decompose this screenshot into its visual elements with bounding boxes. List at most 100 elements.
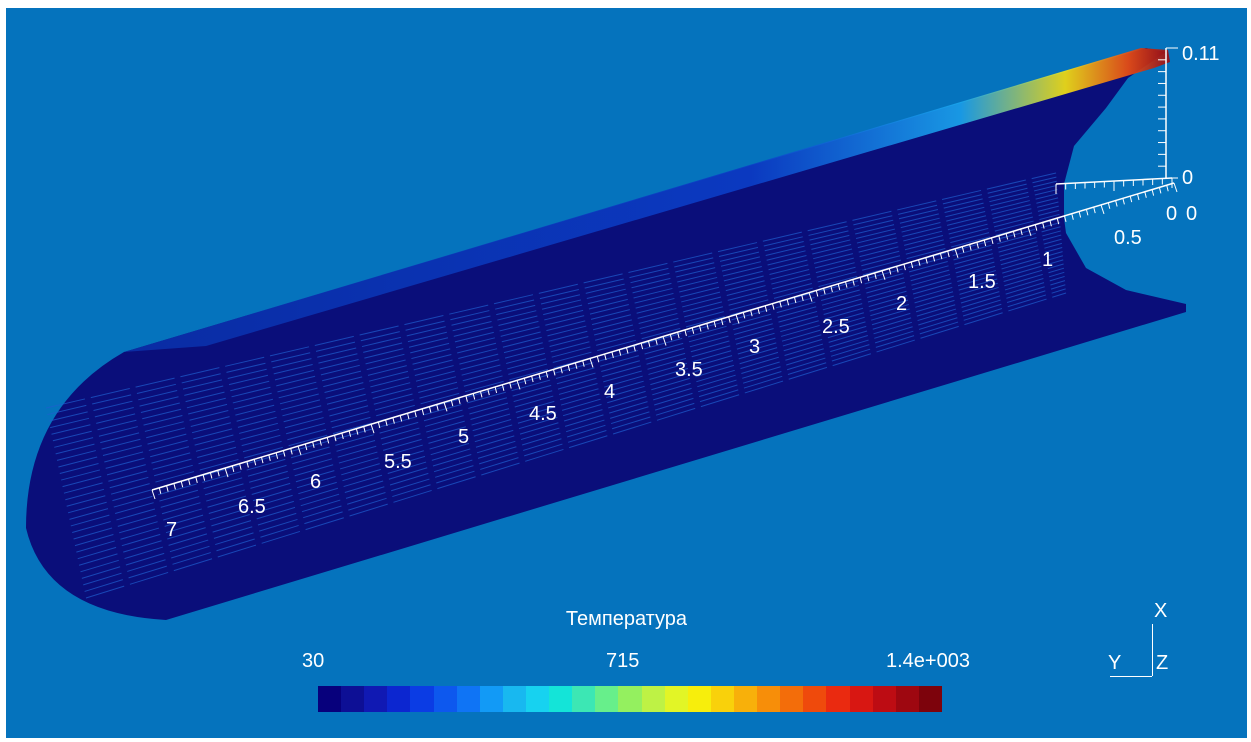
length-axis-tick <box>231 465 235 472</box>
mesh-line <box>51 189 1058 435</box>
length-axis-tick <box>618 349 622 356</box>
hot-streak <box>124 48 1170 352</box>
length-axis-tick <box>188 478 191 486</box>
length-axis-tick <box>523 378 527 385</box>
mesh-line <box>85 292 1067 599</box>
color-swatch <box>710 686 734 712</box>
length-axis-tick <box>947 250 950 258</box>
triad-x-label: X <box>1154 600 1168 622</box>
length-axis-tick <box>407 413 410 420</box>
length-axis-tick <box>202 474 206 481</box>
length-axis-tick <box>998 235 1001 242</box>
length-axis-tick <box>779 301 782 308</box>
length-axis-tick <box>793 296 797 304</box>
length-axis-tick <box>574 362 578 369</box>
length-axis-tick <box>180 481 184 488</box>
length-axis-tick <box>1085 209 1089 216</box>
length-axis-tick <box>531 375 534 383</box>
mesh-line <box>58 209 1060 468</box>
length-axis-tick <box>1129 196 1133 203</box>
color-swatch <box>757 686 781 712</box>
mesh-line <box>83 284 1066 586</box>
length-axis-tick <box>428 406 432 413</box>
length-axis-tick <box>290 448 293 455</box>
axis-label-3: 3 <box>749 336 760 358</box>
triad-y-label: Y <box>1108 652 1122 674</box>
length-axis-tick <box>348 430 352 437</box>
length-axis-tick <box>1144 191 1147 198</box>
length-axis-tick <box>458 397 461 405</box>
legend-title: Температура <box>565 608 688 630</box>
length-axis-tick <box>596 356 600 363</box>
tube-scene[interactable]: 7 6.5 6 5.5 5 4.5 4 3.5 3 2.5 2 1.5 1 0.… <box>6 8 1247 738</box>
length-axis-ticks <box>151 182 1178 500</box>
color-swatch <box>456 686 480 712</box>
length-axis-tick <box>604 353 607 361</box>
length-axis-tick <box>1078 211 1082 218</box>
length-axis-tick <box>465 395 468 402</box>
length-axis-tick <box>480 391 483 398</box>
axis-label-3.5: 3.5 <box>675 359 703 381</box>
color-swatch <box>341 686 365 712</box>
length-axis-tick <box>910 261 914 269</box>
length-axis-tick <box>772 303 775 310</box>
length-axis-tick <box>421 408 425 415</box>
length-axis-tick <box>1049 220 1052 227</box>
length-axis-tick <box>684 329 687 337</box>
length-axis-tick <box>954 248 959 258</box>
length-axis-tick <box>655 338 658 345</box>
axis-label-0: 0 <box>1166 203 1177 225</box>
length-axis-tick <box>319 439 322 446</box>
length-axis-tick <box>261 456 264 464</box>
length-axis-tick <box>1158 187 1162 194</box>
vertical-axis-ticks <box>1158 47 1178 179</box>
length-axis-tick <box>1005 233 1009 240</box>
color-swatch <box>410 686 434 712</box>
color-swatch <box>572 686 596 712</box>
length-axis-tick <box>750 310 753 317</box>
triad-x-axis <box>1152 624 1153 676</box>
length-axis-tick <box>852 279 855 286</box>
length-axis-tick <box>859 277 863 284</box>
axis-label-5: 5 <box>458 426 469 448</box>
axis-label-4.5: 4.5 <box>529 403 557 425</box>
mesh-line <box>73 255 1064 540</box>
length-axis-tick <box>939 253 943 260</box>
length-axis-tick <box>786 299 790 306</box>
color-swatch <box>687 686 711 712</box>
length-axis-tick <box>728 316 731 323</box>
mesh-line <box>65 230 1061 501</box>
length-axis-tick <box>611 351 614 358</box>
length-axis-tick <box>275 452 279 459</box>
length-axis-tick <box>1093 207 1096 214</box>
length-axis-tick <box>436 404 439 411</box>
length-axis-tick <box>1020 228 1023 236</box>
length-axis-tick <box>377 421 381 429</box>
axis-label-6.5: 6.5 <box>238 496 266 518</box>
mesh-line <box>76 263 1064 553</box>
length-axis-tick <box>991 237 994 244</box>
mesh-line <box>47 176 1057 416</box>
length-axis-tick <box>1100 204 1105 215</box>
length-axis-tick <box>1012 231 1016 238</box>
length-axis-tick <box>195 476 198 483</box>
length-axis-tick <box>363 426 366 433</box>
length-axis-tick <box>326 437 330 444</box>
color-swatch <box>872 686 896 712</box>
length-axis-tick <box>918 259 921 266</box>
length-axis-tick <box>976 242 979 249</box>
axis-label-0.5: 0.5 <box>1114 227 1142 249</box>
length-axis-tick <box>691 327 695 334</box>
length-axis-tick <box>874 272 877 280</box>
length-axis-tick <box>545 371 549 378</box>
color-swatch <box>364 686 388 712</box>
length-axis-tick <box>1071 213 1074 220</box>
length-axis-tick <box>830 285 833 293</box>
mesh-line <box>56 205 1059 461</box>
render-viewport[interactable]: 7 6.5 6 5.5 5 4.5 4 3.5 3 2.5 2 1.5 1 0.… <box>6 8 1247 738</box>
axis-label-1: 1 <box>1042 249 1053 271</box>
length-axis-tick <box>1115 200 1118 207</box>
axis-label-7: 7 <box>166 519 177 541</box>
triad-y-axis <box>1110 676 1152 677</box>
color-swatch <box>502 686 526 712</box>
